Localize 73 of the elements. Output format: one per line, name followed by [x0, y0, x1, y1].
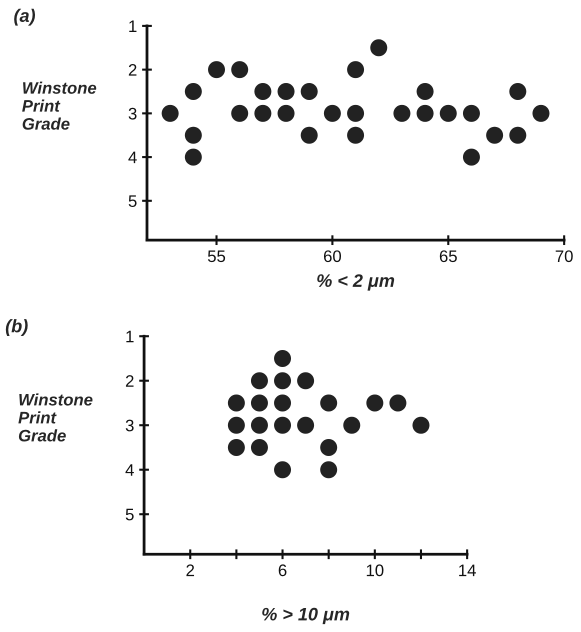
x-tick-label: 65	[440, 250, 457, 262]
point	[250, 416, 268, 434]
point	[320, 394, 338, 412]
point	[278, 82, 295, 100]
point	[274, 416, 292, 434]
point	[162, 104, 179, 122]
point	[440, 104, 457, 122]
y-axis-title: Winstone Print Grade	[22, 82, 96, 130]
chart-title: (a)	[14, 8, 36, 26]
point	[347, 126, 364, 144]
point	[509, 126, 526, 144]
x-tick-label: 6	[278, 564, 286, 576]
y-tick-label: 2	[126, 375, 134, 387]
y-tick-label: 2	[128, 64, 136, 76]
x-tick-label: 10	[366, 564, 384, 576]
point	[370, 39, 388, 56]
point	[416, 104, 434, 122]
point	[278, 104, 295, 122]
x-tick-label: 2	[186, 564, 194, 576]
point	[274, 461, 292, 478]
point	[231, 104, 248, 122]
point	[184, 148, 202, 166]
point	[320, 438, 338, 456]
point	[274, 350, 292, 367]
point	[366, 394, 384, 412]
point	[509, 82, 526, 100]
chart-title: (b)	[6, 319, 28, 336]
y-tick-label: 5	[126, 508, 134, 520]
point	[184, 82, 202, 100]
point	[462, 104, 480, 122]
point	[274, 372, 292, 390]
y-tick-label: 1	[126, 330, 134, 342]
point	[250, 438, 268, 456]
point	[250, 372, 268, 390]
point	[532, 104, 550, 122]
point	[347, 61, 364, 78]
point	[254, 82, 272, 100]
point	[324, 104, 341, 122]
x-tick-label: 60	[324, 250, 342, 262]
point	[300, 126, 318, 144]
point	[274, 394, 292, 412]
point	[254, 104, 272, 122]
point	[208, 61, 226, 78]
y-tick-label: 5	[128, 195, 137, 208]
x-tick-label: 70	[556, 250, 573, 262]
y-axis-title: Winstone Print Grade	[18, 393, 92, 442]
point	[462, 148, 480, 166]
x-axis-title: % > 10 μm	[262, 608, 350, 624]
point	[297, 372, 314, 390]
point	[486, 126, 504, 144]
point	[297, 416, 314, 434]
y-tick-label: 4	[128, 152, 137, 164]
point	[231, 61, 248, 78]
y-tick-label: 3	[128, 108, 137, 120]
point	[393, 104, 410, 122]
x-axis-title: % < 2 μm	[317, 274, 394, 291]
point	[228, 438, 245, 456]
point	[416, 82, 434, 100]
point	[300, 82, 318, 100]
y-tick-label: 3	[126, 420, 134, 432]
point	[343, 416, 360, 434]
x-tick-label: 55	[208, 250, 226, 262]
point	[184, 126, 202, 144]
y-tick-label: 1	[129, 20, 136, 32]
y-tick-label: 4	[125, 464, 134, 476]
point	[250, 394, 268, 412]
point	[228, 416, 245, 434]
point	[347, 104, 364, 122]
point	[228, 394, 245, 412]
point	[389, 394, 406, 412]
x-tick-label: 14	[459, 564, 476, 576]
point	[320, 461, 338, 478]
point	[412, 416, 430, 434]
